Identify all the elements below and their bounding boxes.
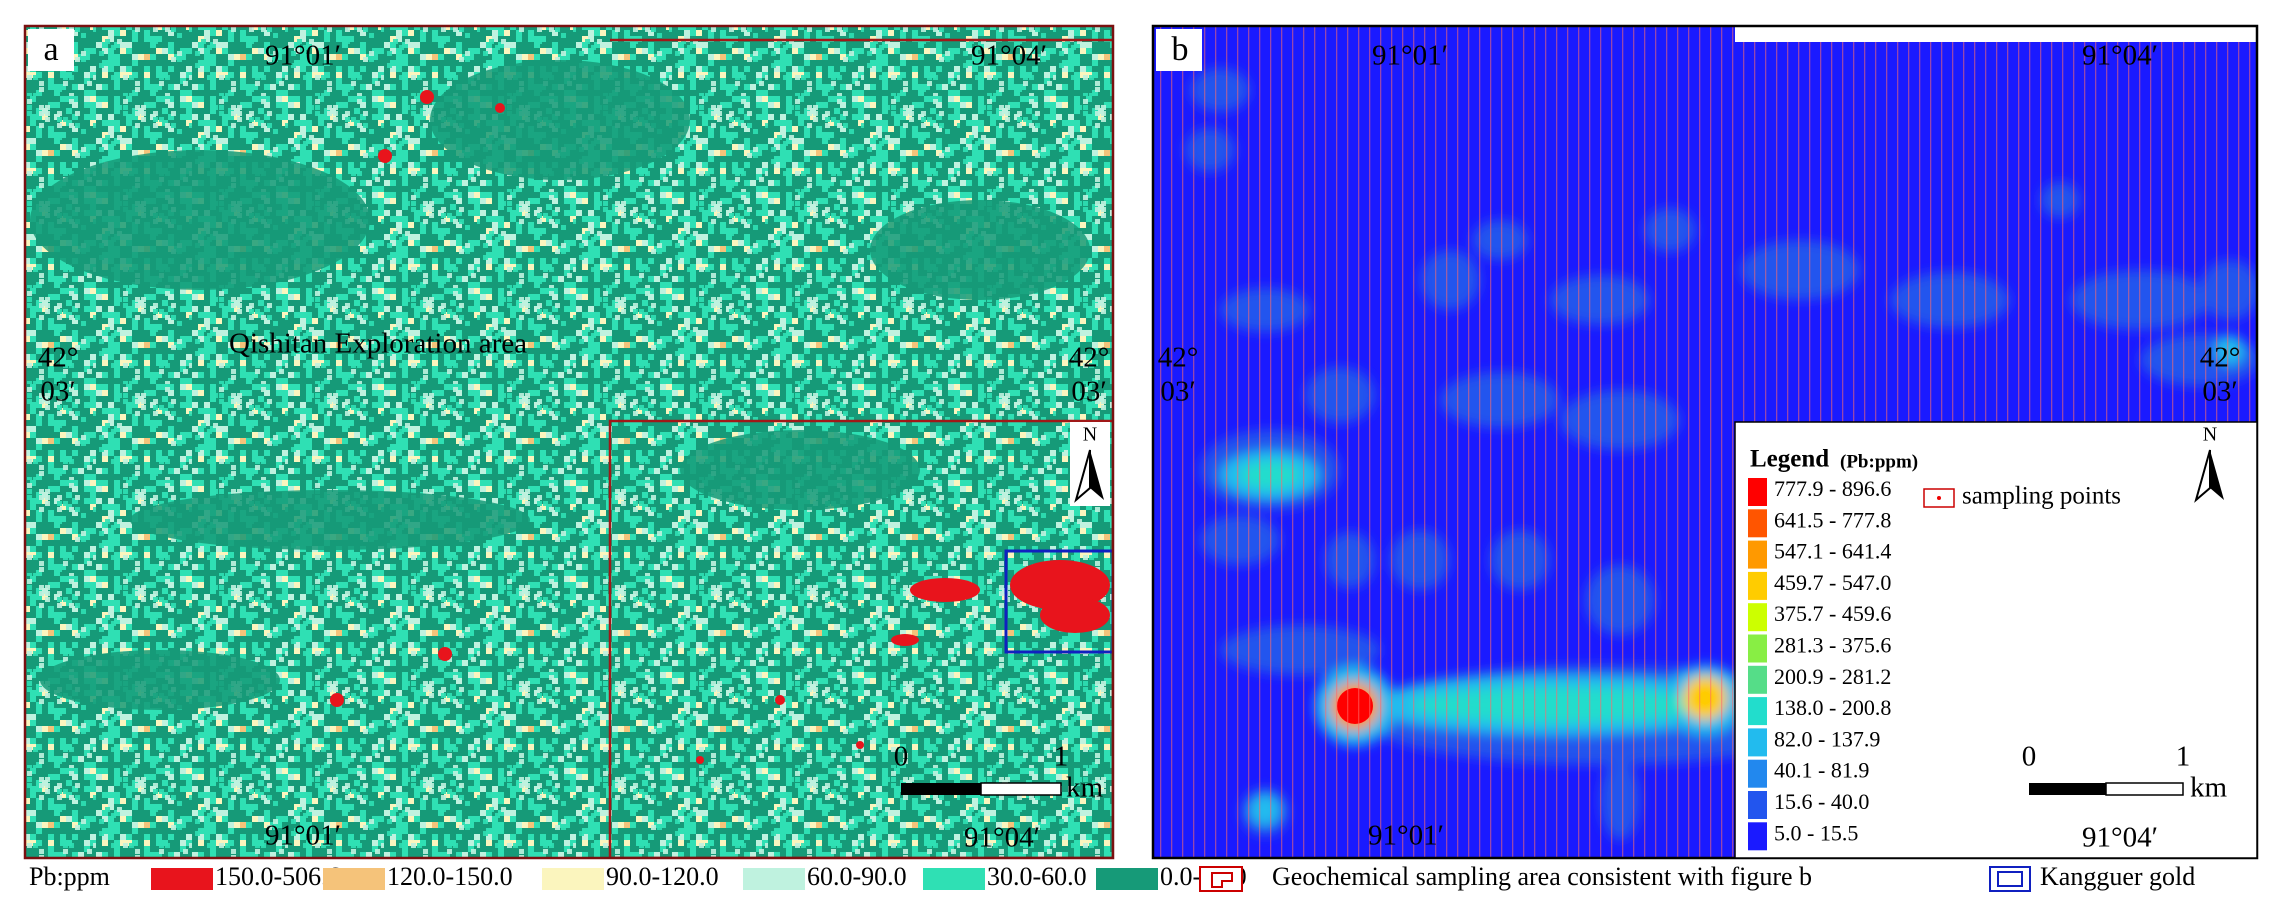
legend-title: Pb:ppm [29,862,110,891]
scale-bar [901,782,1062,796]
legend-swatch [542,868,604,890]
legend-label: 281.3 - 375.6 [1774,633,1891,658]
legend-classes: 777.9 - 896.6 641.5 - 777.8 547.1 - 641.4 4… [1748,476,1891,851]
legend-swatch [1748,540,1767,569]
lon-label: 91°01′ [265,40,341,72]
lat-label: 03′ [1160,376,1195,408]
kangguer-icon [1989,866,2031,892]
legend-label: 375.7 - 459.6 [1774,601,1891,626]
scale-label: 0 [894,741,909,773]
legend-swatch [1748,571,1767,600]
scale-label: 1 [2176,741,2191,773]
legend-label: 5.0 - 15.5 [1774,820,1858,845]
area-label: Qishitan Exploration area [229,328,527,360]
legend-label: 120.0-150.0 [387,862,513,891]
legend-swatch [1748,697,1767,726]
legend-classes: 150.0-506.6 120.0-150.0 90.0-120.0 60.0-90.… [151,862,1247,891]
scale-label: 0 [2022,741,2037,773]
legend-swatch [151,868,213,890]
legend-swatch [1748,791,1767,819]
legend-label: 60.0-90.0 [807,862,907,891]
north-arrow: N [1070,422,1110,506]
legend-label: 547.1 - 641.4 [1774,539,1891,564]
legend-swatch [323,868,385,890]
legend-label: 459.7 - 547.0 [1774,570,1891,595]
legend-swatch [1748,728,1767,757]
panel-a-frame [23,24,1115,860]
lat-label: 03′ [1071,376,1106,408]
legend-swatch [1748,509,1767,538]
sampling-area-icon [1199,866,1243,892]
sampling-dot [1937,496,1941,500]
legend-title: Legend [1750,446,1829,473]
lon-label: 91°01′ [265,820,341,852]
lat-label: 42° [38,342,79,374]
lon-label: 91°04′ [2082,822,2158,854]
sampling-label: sampling points [1962,483,2121,510]
legend-label: 15.6 - 40.0 [1774,789,1869,814]
legend-label: 90.0-120.0 [606,862,719,891]
label-box [1156,29,1202,71]
north-label: N [1083,424,1097,446]
legend-swatch [1748,603,1767,632]
legend-swatch [1748,665,1767,694]
legend-label: 777.9 - 896.6 [1774,476,1891,501]
legend-label: 150.0-506.6 [215,862,341,891]
legend-label: 82.0 - 137.9 [1774,726,1880,751]
lat-label: 42° [1069,342,1110,374]
panel-label: a [43,31,58,68]
legend-unit: (Pb:ppm) [1840,451,1918,472]
panel-label: b [1172,31,1189,68]
lon-label: 91°01′ [1372,40,1448,72]
scale-unit: km [2190,772,2228,804]
panel-a-map [25,26,1113,858]
north-arrow: N [2194,424,2224,503]
legend-swatch [1096,868,1158,890]
legend-swatch [1748,822,1767,851]
lon-label: 91°04′ [971,40,1047,72]
legend-swatch [743,868,805,890]
legend-label: 200.9 - 281.2 [1774,664,1891,689]
lat-label: 42° [1158,342,1199,374]
legend-label: 40.1 - 81.9 [1774,758,1869,783]
lon-label: 91°04′ [2082,40,2158,72]
kangguer-label: Kangguer gold [2040,862,2195,891]
legend-label: 138.0 - 200.8 [1774,695,1891,720]
lon-label: 91°01′ [1368,820,1444,852]
legend-swatch [1748,478,1767,506]
kangguer-icon-inner [1997,871,2023,887]
lon-label: 91°04′ [964,822,1040,854]
legend-label: 30.0-60.0 [987,862,1087,891]
scale-unit: km [1066,772,1104,804]
sampling-area-label: Geochemical sampling area consistent wit… [1272,862,1812,891]
legend-swatch [1748,634,1767,663]
lat-label: 03′ [40,376,75,408]
label-box [28,29,74,71]
legend-swatch [1748,759,1767,788]
scale-label: 1 [1054,741,1069,773]
legend-label: 641.5 - 777.8 [1774,507,1891,532]
north-label: N [2203,424,2217,446]
lat-label: 03′ [2202,376,2237,408]
scale-bar [2029,782,2184,796]
legend-swatch [923,868,985,890]
lat-label: 42° [2200,342,2241,374]
